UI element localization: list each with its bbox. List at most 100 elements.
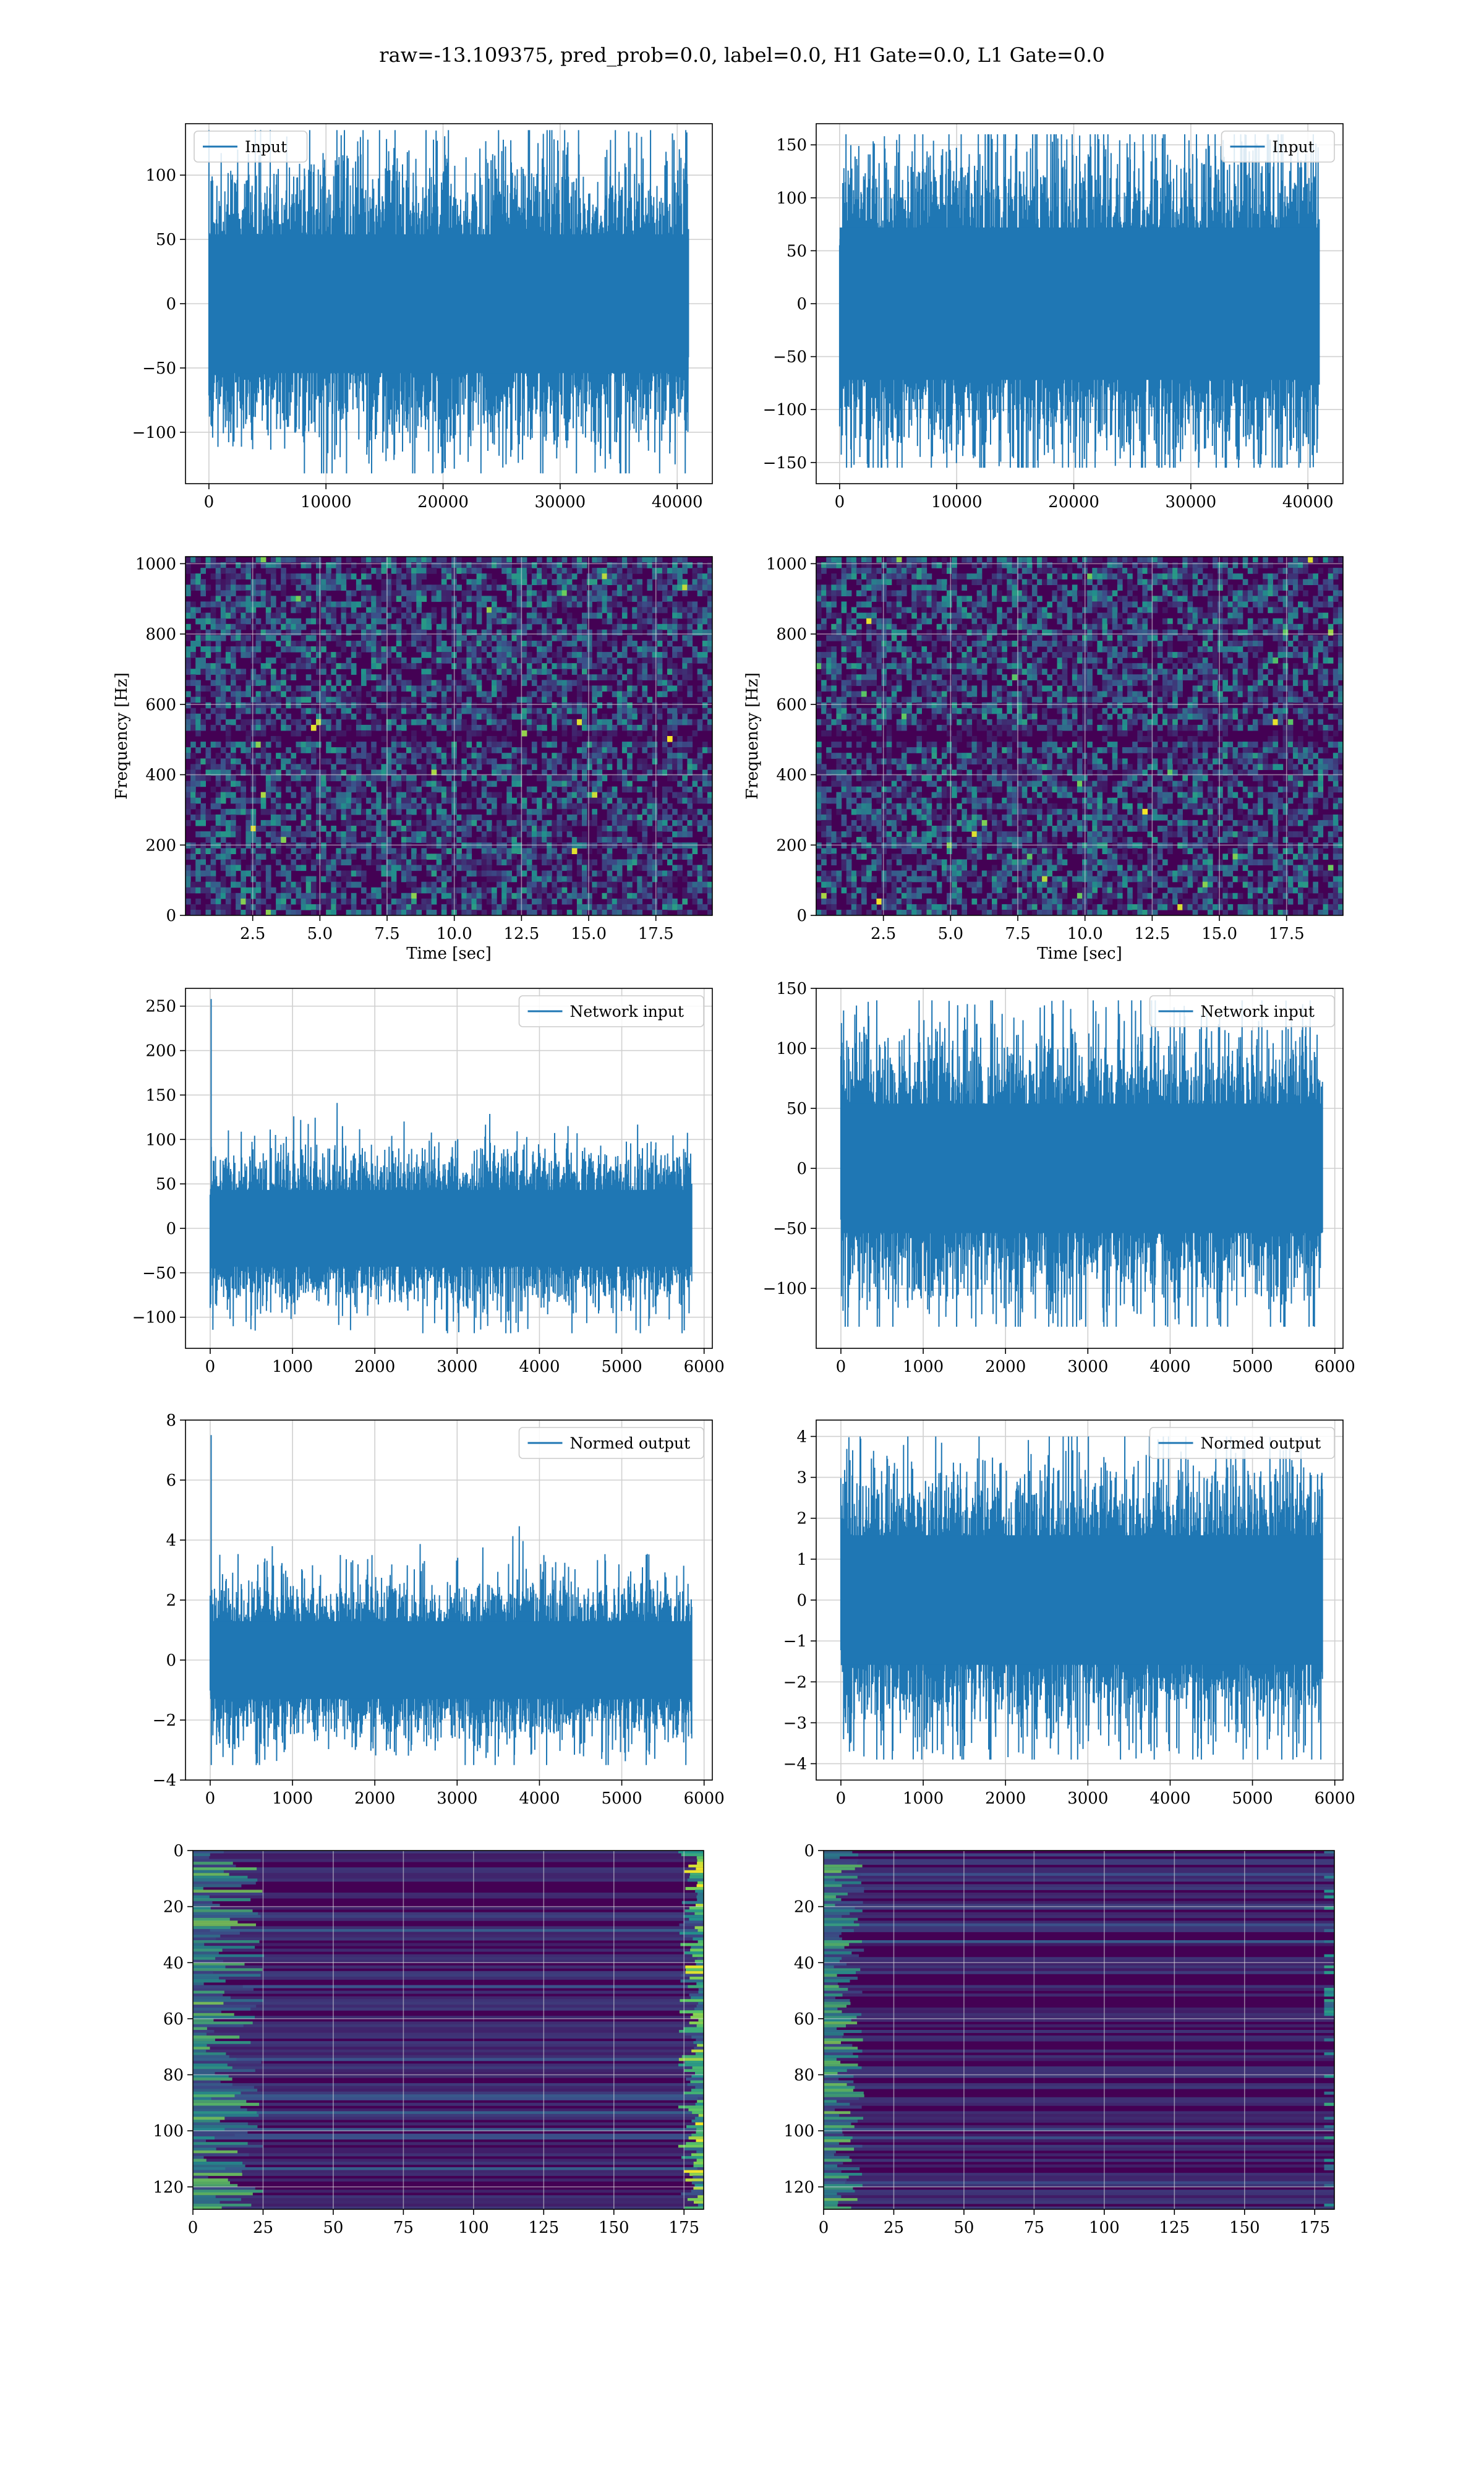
spec-h1-cell	[672, 708, 678, 714]
spec-h1-cell	[236, 691, 241, 698]
spec-h1-cell	[607, 573, 613, 580]
spec-h1-cell	[351, 786, 357, 793]
spec-l1-cell	[1132, 601, 1138, 608]
spec-h1-cell	[391, 719, 397, 726]
spec-h1-cell	[597, 612, 603, 619]
spec-h1-cell	[195, 584, 201, 591]
spec-h1-cell	[215, 652, 221, 658]
spec-l1-cell	[1067, 607, 1073, 614]
spec-h1-cell	[537, 618, 542, 625]
spec-h1-cell	[195, 579, 201, 585]
spec-h1-cell	[241, 769, 246, 776]
spec-h1-cell	[556, 562, 563, 568]
spec-h1-cell	[497, 685, 502, 692]
spec-h1-cell	[296, 640, 302, 647]
spec-h1-cell	[356, 618, 362, 625]
spec-h1-cell	[411, 590, 417, 597]
spec-h1-cell	[381, 747, 387, 753]
spec-h1-cell	[637, 764, 642, 770]
spec-l1-cell	[1007, 557, 1012, 563]
spec-h1-cell	[556, 579, 563, 585]
spec-h1-cell	[291, 859, 297, 866]
spec-h1-cell	[356, 584, 362, 591]
spec-h1-cell	[371, 612, 377, 619]
spec-h1-cell	[526, 618, 532, 625]
spec-l1-cell	[1313, 596, 1318, 602]
spec-h1-cell	[416, 646, 422, 653]
spec-h1-cell	[707, 596, 712, 602]
spec-h1-cell	[255, 696, 262, 703]
spec-h1-cell	[621, 769, 628, 776]
spec-h1-cell	[471, 719, 477, 726]
spec-h1-cell	[336, 652, 342, 658]
spec-h1-cell	[526, 892, 532, 899]
spec-l1-cell	[926, 590, 932, 597]
spec-h1-cell	[597, 629, 603, 636]
spec-h1-cell	[672, 629, 678, 636]
spec-l1-cell	[896, 601, 902, 608]
spec-h1-cell	[381, 887, 387, 894]
spec-l1-cell	[1142, 562, 1148, 568]
spec-h1-cell	[426, 898, 432, 905]
spec-l1-cell	[1142, 601, 1148, 608]
spec-h1-cell	[255, 826, 262, 832]
spec-h1-cell	[566, 898, 573, 905]
spec-h1-cell	[331, 685, 336, 692]
spec-h1-cell	[602, 837, 608, 843]
spec-h1-cell	[391, 870, 397, 877]
spec-l1-cell	[1072, 590, 1078, 597]
spec-h1-cell	[250, 674, 257, 680]
spec-h1-cell	[492, 764, 497, 770]
spec-h1-cell	[265, 669, 271, 675]
spec-h1-cell	[411, 881, 417, 888]
spec-h1-cell	[702, 657, 708, 664]
spec-h1-cell	[401, 663, 407, 669]
spec-h1-cell	[576, 568, 582, 574]
spec-h1-cell	[446, 590, 452, 597]
spec-l1-cell	[866, 557, 872, 563]
spec-l1-cell	[916, 584, 922, 591]
spec-h1-cell	[231, 663, 236, 669]
spec-h1-cell	[556, 680, 563, 687]
spec-h1-cell	[421, 623, 427, 630]
spec-l1-cell	[1202, 584, 1208, 591]
spec-h1-cell	[677, 826, 683, 832]
spec-h1-cell	[421, 848, 427, 854]
spec-h1-cell	[225, 854, 231, 860]
spec-h1-cell	[552, 713, 557, 720]
spec-h1-cell	[612, 562, 618, 568]
spec-h1-cell	[627, 769, 633, 776]
spec-h1-cell	[481, 870, 487, 877]
spec-h1-cell	[270, 814, 276, 821]
spec-h1-cell	[210, 904, 216, 910]
spec-h1-cell	[621, 909, 628, 915]
spec-h1-cell	[637, 898, 642, 905]
spec-h1-cell	[602, 797, 608, 804]
spec-h1-cell	[376, 685, 382, 692]
spec-h1-cell	[506, 753, 512, 759]
spec-h1-cell	[632, 775, 638, 782]
spec-h1-cell	[270, 612, 276, 619]
spec-h1-cell	[582, 635, 587, 641]
spec-h1-cell	[607, 568, 613, 574]
spec-l1-cell	[1252, 568, 1258, 574]
spec-l1-cell	[816, 573, 822, 580]
spec-h1-cell	[205, 674, 211, 680]
spec-h1-cell	[476, 837, 482, 843]
spec-h1-cell	[441, 685, 447, 692]
spec-h1-cell	[336, 568, 342, 574]
spec-l1-cell	[1227, 584, 1234, 591]
spec-l1-cell	[1127, 590, 1133, 597]
spec-h1-cell	[672, 601, 678, 608]
spec-l1-cell	[1057, 568, 1063, 574]
spec-l1-cell	[997, 590, 1002, 597]
spec-h1-cell	[466, 669, 472, 675]
spec-h1-cell	[376, 568, 382, 574]
spec-h1-cell	[481, 601, 487, 608]
spec-h1-cell	[461, 865, 467, 871]
spec-h1-cell	[637, 775, 642, 782]
spec-h1-xtick-label: 7.5	[374, 925, 399, 943]
spec-h1-cell	[341, 837, 347, 843]
spec-h1-cell	[521, 579, 527, 585]
spec-h1-cell	[687, 797, 693, 804]
